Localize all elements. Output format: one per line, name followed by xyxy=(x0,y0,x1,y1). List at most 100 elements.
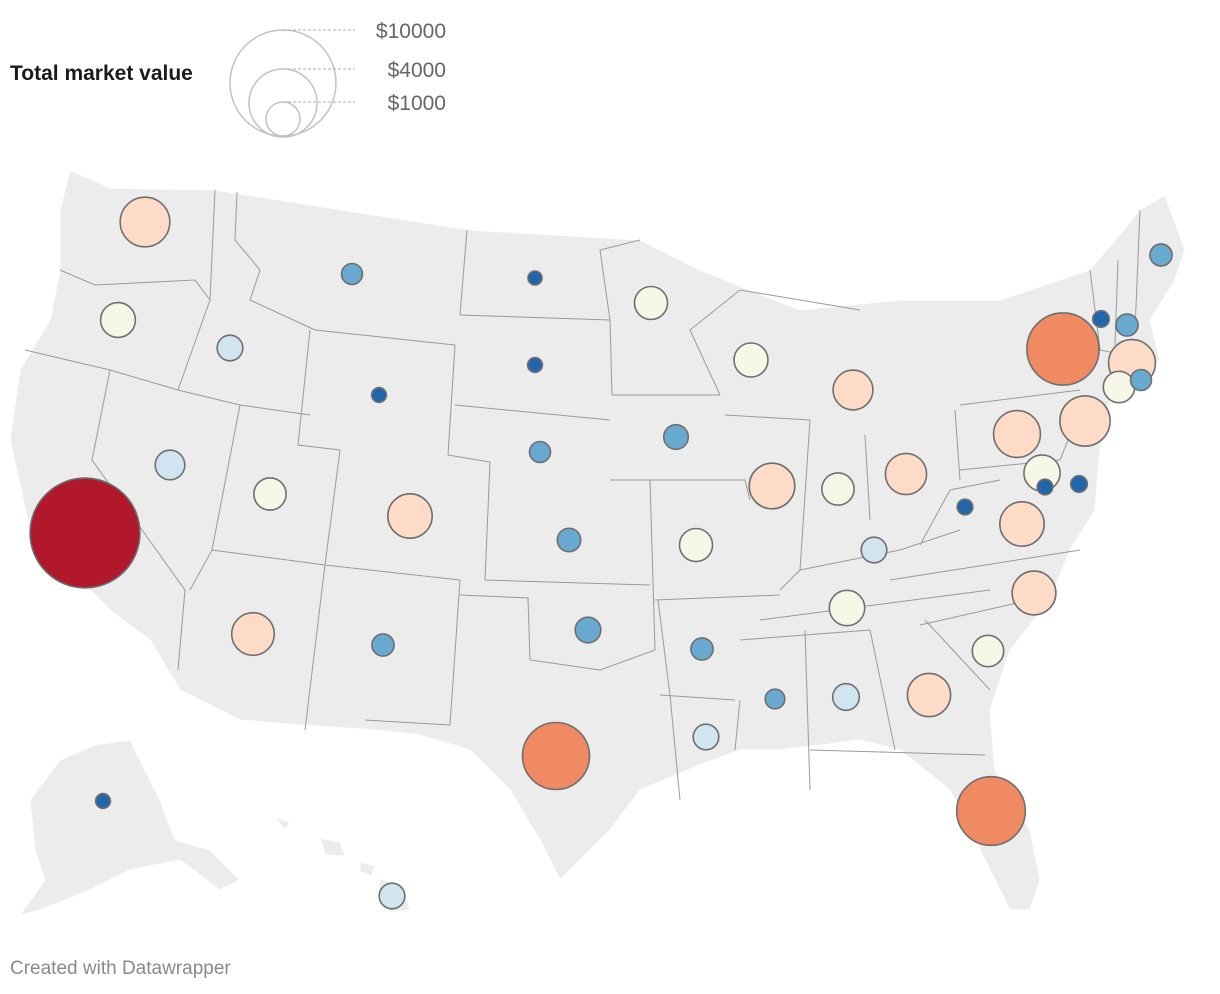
state-symbol-connecticut[interactable] xyxy=(1102,370,1136,404)
border-oh-pa xyxy=(954,409,961,481)
footer-credit: Created with Datawrapper xyxy=(10,958,231,979)
border-ga-sc xyxy=(924,619,991,691)
state-symbol-idaho[interactable] xyxy=(216,334,244,362)
border-al-ga xyxy=(869,629,896,751)
size-legend-circles xyxy=(229,29,337,138)
border-nh-me xyxy=(1134,209,1141,331)
border-mn-wi xyxy=(689,289,741,396)
legend-label-small: $1000 xyxy=(388,92,446,115)
state-symbol-new-mexico[interactable] xyxy=(371,633,395,657)
state-symbol-georgia[interactable] xyxy=(906,672,952,718)
state-symbol-missouri[interactable] xyxy=(678,527,714,563)
border-wy-ut-co xyxy=(297,329,341,451)
state-symbol-illinois[interactable] xyxy=(748,462,796,510)
state-symbol-washington[interactable] xyxy=(119,196,171,248)
legend-label-large: $10000 xyxy=(376,20,446,43)
legend-circle-large xyxy=(229,29,337,137)
border-il-ky xyxy=(779,529,961,591)
state-symbol-wyoming[interactable] xyxy=(370,386,388,404)
state-symbol-south-carolina[interactable] xyxy=(971,634,1005,668)
border-wv-va xyxy=(919,479,1001,546)
border-mi-upper xyxy=(739,289,861,311)
border-mo-ar xyxy=(654,594,781,601)
state-symbol-kansas[interactable] xyxy=(556,527,582,553)
legend-title: Total market value xyxy=(10,62,193,85)
state-symbol-north-dakota[interactable] xyxy=(527,270,543,286)
border-ia-mo xyxy=(610,479,751,501)
state-symbol-nevada[interactable] xyxy=(154,449,186,481)
state-symbol-vermont[interactable] xyxy=(1091,309,1111,329)
state-symbol-oregon[interactable] xyxy=(99,301,137,339)
border-id-mt xyxy=(234,191,316,331)
state-symbol-mississippi[interactable] xyxy=(764,688,786,710)
border-in-oh xyxy=(864,434,871,521)
state-symbol-ohio[interactable] xyxy=(884,452,928,496)
border-nm-tx xyxy=(364,579,461,726)
legend-circle-medium xyxy=(248,68,318,138)
border-ga-fl xyxy=(809,749,986,756)
state-symbol-new-jersey[interactable] xyxy=(1059,395,1111,447)
border-wa-or xyxy=(59,269,211,301)
state-symbol-texas[interactable] xyxy=(521,721,591,791)
state-symbol-colorado[interactable] xyxy=(386,492,433,539)
state-symbol-utah[interactable] xyxy=(253,477,287,511)
state-symbol-pennsylvania[interactable] xyxy=(992,409,1042,459)
border-wy-sd-ne xyxy=(447,344,456,456)
state-symbol-oklahoma[interactable] xyxy=(574,616,602,644)
state-symbol-maine[interactable] xyxy=(1149,243,1173,267)
state-symbol-new-hampshire[interactable] xyxy=(1115,313,1139,337)
state-symbol-indiana[interactable] xyxy=(821,472,855,506)
state-symbol-rhode-island[interactable] xyxy=(1129,368,1153,392)
state-symbol-delaware[interactable] xyxy=(1069,474,1089,494)
state-symbol-florida[interactable] xyxy=(955,775,1027,847)
state-symbol-tennessee[interactable] xyxy=(828,589,866,627)
border-co-ne-ks xyxy=(447,454,651,586)
border-mt-wy xyxy=(314,329,456,346)
state-symbol-minnesota[interactable] xyxy=(633,285,669,321)
us-map xyxy=(9,169,1186,916)
state-symbol-nebraska[interactable] xyxy=(528,440,552,464)
state-symbol-wisconsin[interactable] xyxy=(733,342,769,378)
map-land xyxy=(9,169,1186,916)
border-ar-tx-la xyxy=(657,599,681,801)
legend-label-medium: $4000 xyxy=(388,59,446,82)
state-symbol-virginia[interactable] xyxy=(998,500,1045,547)
state-symbol-arkansas[interactable] xyxy=(690,637,714,661)
state-symbol-michigan[interactable] xyxy=(832,369,874,411)
border-ks-mo xyxy=(649,479,656,651)
state-symbol-california[interactable] xyxy=(29,477,141,589)
border-vt-nh xyxy=(1114,259,1119,346)
size-legend-leaders xyxy=(283,29,355,103)
border-mt-nd xyxy=(459,229,468,316)
border-il-in xyxy=(799,419,811,571)
state-symbol-hawaii[interactable] xyxy=(378,882,406,910)
state-symbol-kentucky[interactable] xyxy=(860,536,888,564)
border-sd-ne xyxy=(454,404,611,421)
state-symbol-west-virginia[interactable] xyxy=(956,498,974,516)
border-va-nc xyxy=(889,549,1081,581)
state-symbol-alabama[interactable] xyxy=(831,682,861,712)
border-or-ca xyxy=(24,349,111,371)
state-symbol-south-dakota[interactable] xyxy=(526,356,544,374)
state-symbol-montana[interactable] xyxy=(340,262,364,286)
state-symbol-louisiana[interactable] xyxy=(692,723,720,751)
border-tx-ok xyxy=(459,594,656,671)
border-ky-tn xyxy=(759,589,991,621)
size-legend: $10000 $4000 $1000 xyxy=(229,20,446,138)
border-co-ks-ne xyxy=(324,449,341,566)
border-az-nm xyxy=(304,564,326,731)
alaska-outline xyxy=(18,739,241,916)
state-borders xyxy=(24,189,1151,801)
border-la-ms xyxy=(734,699,741,751)
state-symbol-iowa[interactable] xyxy=(662,423,690,451)
state-symbol-district-of-columbia[interactable] xyxy=(1036,478,1054,496)
state-symbol-north-carolina[interactable] xyxy=(1011,570,1057,616)
border-wa-id xyxy=(209,189,216,301)
border-nd-mn xyxy=(599,239,641,396)
state-symbol-alaska[interactable] xyxy=(94,792,112,810)
state-symbol-arizona[interactable] xyxy=(230,611,276,657)
state-symbol-new-york[interactable] xyxy=(1026,312,1100,386)
border-or-nv xyxy=(109,369,179,391)
state-symbols xyxy=(29,196,1173,910)
lower-48-outline xyxy=(9,169,1186,911)
